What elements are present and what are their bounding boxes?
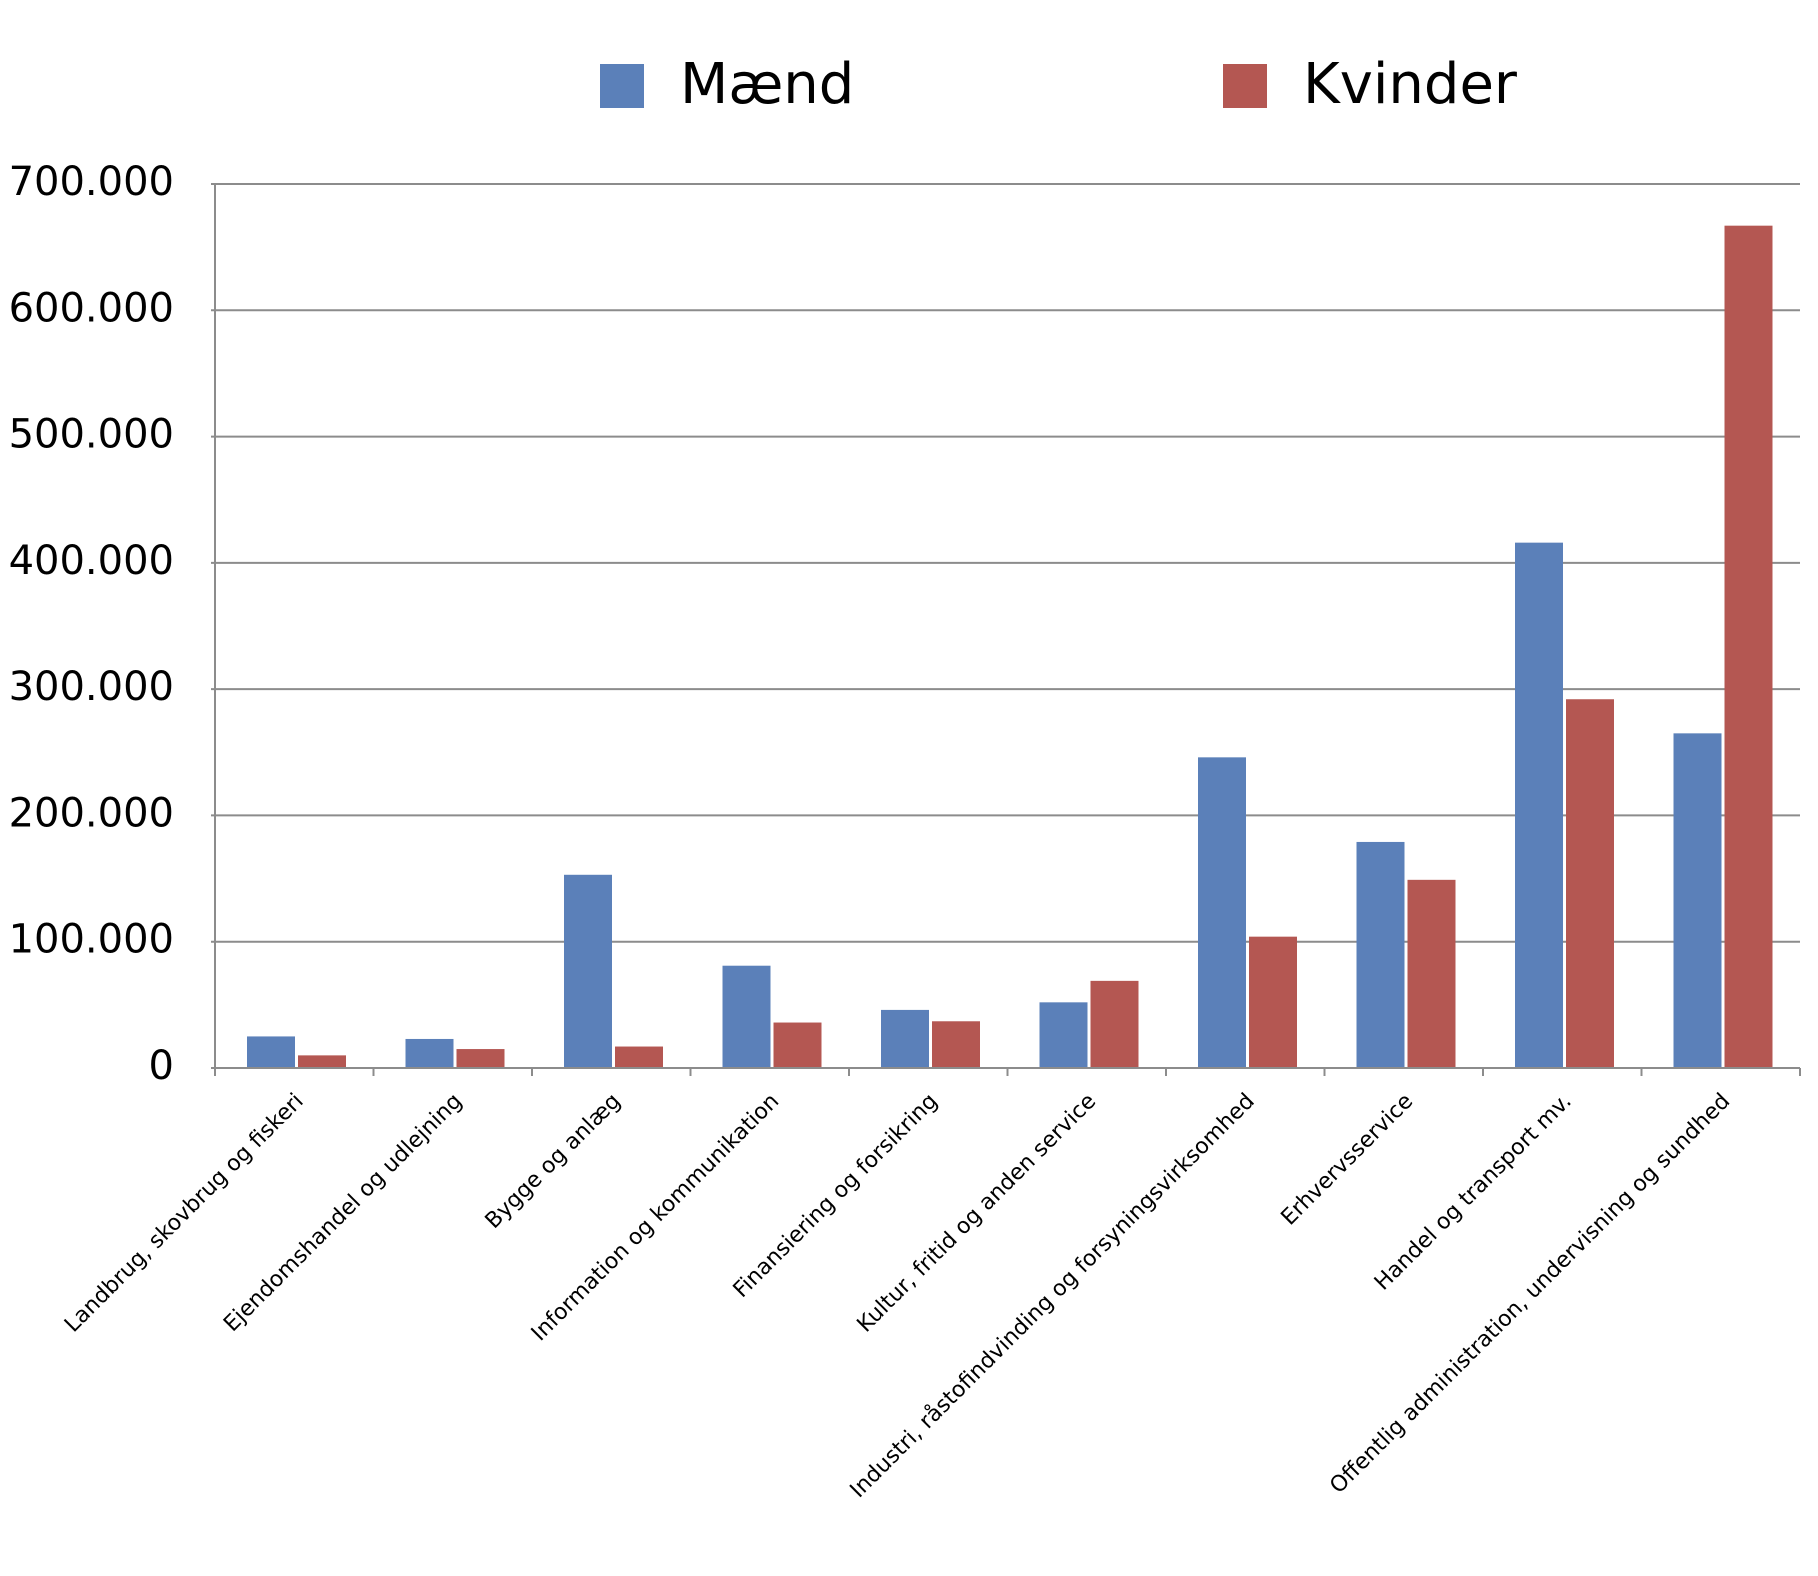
bar — [298, 1055, 346, 1068]
bar — [564, 874, 612, 1068]
bar — [1090, 980, 1139, 1068]
bar — [615, 1046, 663, 1068]
y-tick-label: 100.000 — [9, 917, 174, 963]
bar — [1249, 936, 1297, 1068]
bar — [1515, 542, 1563, 1068]
x-tick-label: Information og kommunikation — [527, 1089, 784, 1346]
bar — [1356, 841, 1405, 1068]
y-tick-label: 600.000 — [9, 285, 174, 331]
x-tick-label: Erhvervsservice — [1277, 1089, 1419, 1231]
bar — [1198, 757, 1246, 1068]
y-tick-label: 500.000 — [9, 412, 174, 458]
legend-label: Kvinder — [1303, 52, 1518, 117]
bar — [881, 1009, 929, 1068]
bar — [456, 1049, 505, 1068]
legend-swatch — [1223, 64, 1267, 108]
y-tick-label: 200.000 — [9, 790, 174, 836]
y-tick-label: 0 — [149, 1043, 174, 1089]
bar — [1566, 699, 1614, 1068]
y-tick-label: 400.000 — [9, 538, 174, 584]
bar — [247, 1036, 295, 1068]
x-tick-label: Bygge og anlæg — [481, 1089, 626, 1234]
bar — [1724, 225, 1773, 1068]
bar — [1039, 1002, 1088, 1068]
y-tick-label: 300.000 — [9, 664, 174, 710]
legend-label: Mænd — [680, 52, 854, 117]
legend-swatch — [600, 64, 644, 108]
bar — [1407, 879, 1456, 1068]
y-tick-label: 700.000 — [9, 159, 174, 205]
bar — [1673, 733, 1722, 1068]
bar — [773, 1022, 822, 1068]
bar — [405, 1038, 454, 1068]
bar — [722, 965, 771, 1068]
bar — [932, 1021, 980, 1068]
